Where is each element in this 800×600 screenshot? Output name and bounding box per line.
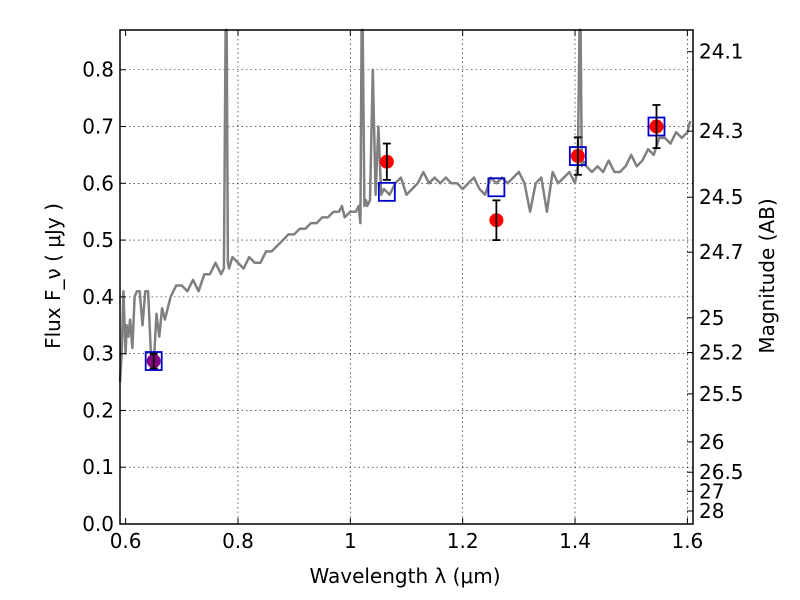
y-tick-label: 0.1 bbox=[82, 455, 114, 479]
y-tick-label: 0.2 bbox=[82, 398, 114, 422]
model-photometry-square bbox=[377, 181, 396, 202]
x-axis-ticks: 0.6 0.8 1 1.2 1.4 1.6 bbox=[110, 30, 703, 553]
x-tick-label: 0.8 bbox=[222, 529, 254, 553]
x-tick-label: 1 bbox=[344, 529, 357, 553]
y-tick-label: 0.4 bbox=[82, 285, 114, 309]
magnitude-tick-label: 25 bbox=[699, 306, 724, 330]
magnitude-tick-label: 25.5 bbox=[699, 382, 744, 406]
x-tick-label: 0.6 bbox=[110, 529, 142, 553]
plot-frame bbox=[119, 29, 694, 525]
spectrum-line bbox=[118, 28, 692, 383]
magnitude-tick-label: 24.5 bbox=[699, 185, 744, 209]
magnitude-tick-label: 25.2 bbox=[699, 341, 744, 365]
x-tick-label: 1.4 bbox=[559, 529, 591, 553]
magnitude-tick-label: 26 bbox=[699, 430, 724, 454]
y-tick-label: 0.3 bbox=[82, 342, 114, 366]
magnitude-tick-label: 24.7 bbox=[699, 240, 744, 264]
y-axis-ticks: 0.0 0.1 0.2 0.3 0.4 0.5 0.6 0.7 0.8 bbox=[82, 58, 126, 536]
magnitude-tick-label: 24.3 bbox=[699, 119, 744, 143]
magnitude-tick-label: 24.1 bbox=[699, 40, 744, 64]
y-tick-label: 0.7 bbox=[82, 115, 114, 139]
observed-series bbox=[146, 104, 664, 370]
magnitude-tick-label: 28 bbox=[699, 499, 724, 523]
y-axis-label: Flux F_ν ( μJy ) bbox=[41, 203, 65, 349]
x-axis-label: Wavelength λ (μm) bbox=[309, 564, 500, 588]
y-tick-label: 0.6 bbox=[82, 171, 114, 195]
right-axis-label: Magnitude (AB) bbox=[755, 198, 779, 353]
magnitude-tick-label: 26.5 bbox=[699, 460, 744, 484]
magnitude-tick-label: 27 bbox=[699, 479, 724, 503]
model-photometry-square bbox=[144, 351, 163, 371]
y-tick-label: 0.0 bbox=[82, 512, 114, 536]
x-axis-label-text: Wavelength λ (μm) bbox=[309, 564, 500, 588]
grid bbox=[120, 30, 693, 524]
y-tick-label: 0.5 bbox=[82, 228, 114, 252]
x-tick-label: 1.6 bbox=[671, 529, 703, 553]
spectrum-series bbox=[118, 28, 692, 383]
y-axis-label-text: Flux F_ν ( μJy ) bbox=[41, 203, 65, 349]
y-tick-label: 0.8 bbox=[82, 58, 114, 82]
x-tick-label: 1.2 bbox=[447, 529, 479, 553]
model-photometry-square bbox=[487, 177, 506, 198]
